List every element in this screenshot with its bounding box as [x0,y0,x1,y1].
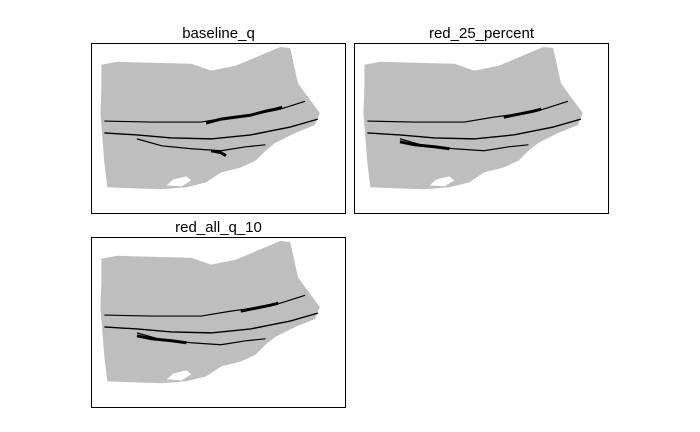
land-area [363,46,583,190]
channel-upper [367,100,569,123]
channel-upper-thick [240,301,279,313]
land-area [100,46,320,190]
channel-upper [104,294,306,317]
channel-main [104,118,319,140]
map-panel-red-all-q-10: red_all_q_10 [91,220,346,408]
map-panel-red-25: red_25_percent [354,26,609,214]
channel-main [367,118,582,140]
channel-lower-thick [210,149,227,157]
land-area [100,240,320,384]
map-panel-baseline: baseline_q [91,26,346,214]
panel-title: baseline_q [182,25,255,42]
channel-upper-thick [205,105,283,125]
channel-lower-thick [399,140,450,151]
hole-area [166,370,192,381]
channel-lower-thick [136,334,187,345]
map-canvas [363,46,583,190]
map-canvas [100,46,320,190]
hole-area [429,176,455,187]
hole-area [166,176,192,187]
map-canvas [100,240,320,384]
channel-main [104,312,319,334]
map-frame [91,43,346,214]
map-frame [91,237,346,408]
map-frame [354,43,609,214]
panel-title: red_all_q_10 [175,219,262,236]
channel-lower [136,138,266,152]
channel-upper-thick [503,107,542,119]
panel-title: red_25_percent [428,25,535,42]
